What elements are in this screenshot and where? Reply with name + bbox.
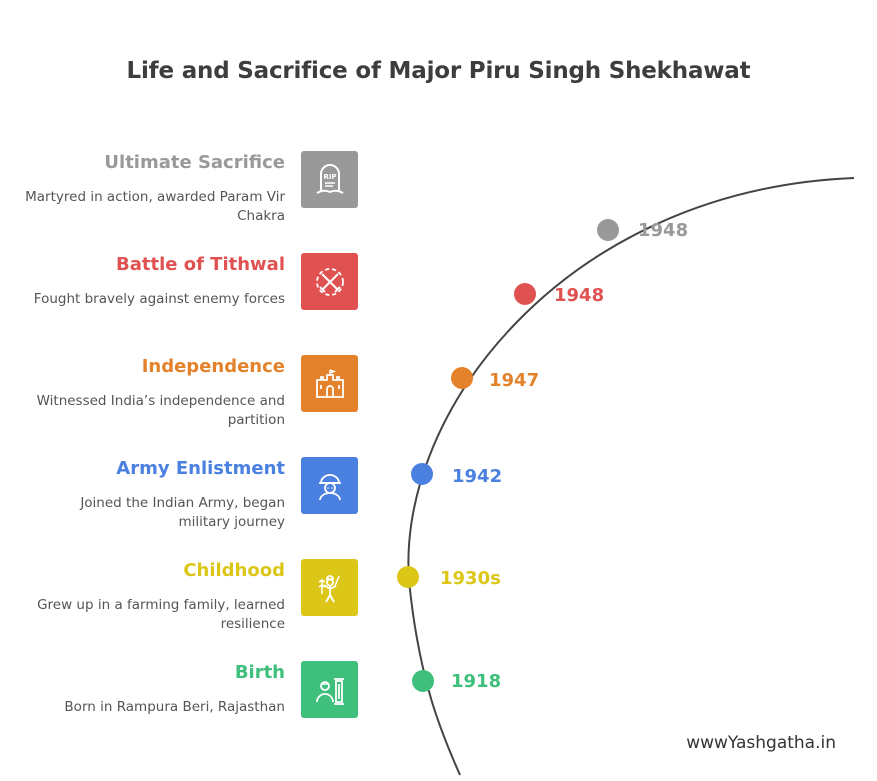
year-label-battle-of-tithwal: 1948 [554,285,605,306]
svg-text:RIP: RIP [323,173,336,181]
timeline-dot-1948-battle [514,283,536,305]
event-icon-box-ultimate-sacrifice: RIP [301,151,358,208]
event-title-birth: Birth [234,662,285,683]
event-title-independence: Independence [141,356,285,377]
event-icon-box-childhood [301,559,358,616]
year-label-childhood: 1930s [440,568,501,589]
year-label-army-enlistment: 1942 [452,466,503,487]
year-label-independence: 1947 [489,370,540,391]
farmer-icon [318,574,340,602]
timeline-dot-1948-sacrifice [597,219,619,241]
rip-gravestone-icon: RIP [316,163,343,194]
timeline-dot-1947 [451,367,473,389]
event-icon-box-independence [301,355,358,412]
event-desc-childhood: Grew up in a farming family, learned res… [37,597,285,632]
timeline-dot-1930s [397,566,419,588]
baby-pillar-icon [315,677,344,705]
event-icon-box-battle-of-tithwal [301,253,358,310]
diagram-title: Life and Sacrifice of Major Piru Singh S… [126,58,751,84]
event-icon-box-birth [301,661,358,718]
event-title-childhood: Childhood [183,560,285,581]
website-watermark: wwwYashgatha.in [686,733,836,753]
event-desc-independence: Witnessed India’s independence and parti… [36,393,285,428]
fort-icon [315,368,344,398]
event-desc-battle-of-tithwal: Fought bravely against enemy forces [33,291,285,307]
event-desc-ultimate-sacrifice: Martyred in action, awarded Param Vir Ch… [25,189,285,224]
crossed-swords-icon [315,267,344,296]
event-title-army-enlistment: Army Enlistment [116,458,285,479]
timeline-dot-1918 [412,670,434,692]
event-icon-box-army-enlistment [301,457,358,514]
year-label-ultimate-sacrifice: 1948 [638,220,689,241]
event-title-ultimate-sacrifice: Ultimate Sacrifice [104,152,285,173]
event-title-battle-of-tithwal: Battle of Tithwal [116,254,285,275]
timeline-dot-1942 [411,463,433,485]
event-desc-army-enlistment: Joined the Indian Army, began military j… [80,495,285,530]
year-label-birth: 1918 [451,671,502,692]
soldier-icon [318,473,341,500]
event-desc-birth: Born in Rampura Beri, Rajasthan [64,699,285,715]
